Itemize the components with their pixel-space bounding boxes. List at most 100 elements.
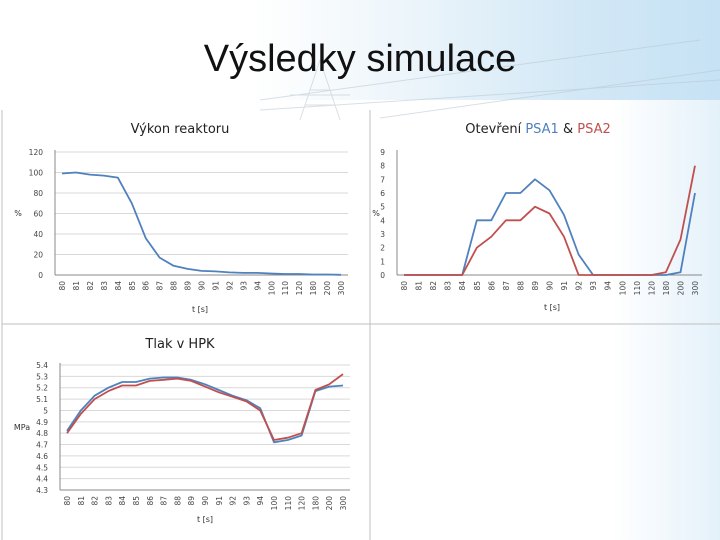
y-tick-label: 3 — [380, 230, 385, 239]
x-tick-label: 110 — [633, 281, 642, 296]
header-background — [0, 0, 720, 110]
x-tick-label: 81 — [72, 281, 81, 291]
series-line-psa1 — [404, 178, 696, 276]
x-tick-label: 80 — [58, 281, 67, 291]
x-tick-label: 92 — [225, 281, 234, 291]
x-axis-label: t [s] — [197, 515, 213, 524]
y-tick-label: 7 — [380, 175, 385, 184]
x-tick-label: 87 — [502, 281, 511, 291]
y-tick-label: 4.3 — [36, 486, 48, 495]
x-tick-label: 80 — [400, 281, 409, 291]
x-tick-label: 88 — [516, 281, 525, 291]
x-tick-label: 94 — [604, 281, 613, 291]
y-tick-label: 120 — [29, 148, 44, 157]
y-axis-label: % — [372, 209, 380, 218]
y-tick-label: 4.4 — [36, 475, 48, 484]
x-tick-label: 88 — [173, 496, 182, 506]
y-tick-label: 5 — [43, 406, 48, 415]
chart-tlak-v-hpk: Tlak v HPK 4.3 4.4 4.5 4.6 4.7 4.8 4.9 5 5.1 5.2 5.… — [14, 337, 350, 524]
x-tick-label: 84 — [118, 496, 127, 506]
y-tick-label: 0 — [38, 271, 43, 280]
x-tick-label: 88 — [170, 281, 179, 291]
x-tick-label: 91 — [560, 281, 569, 291]
y-tick-label: 5 — [380, 203, 385, 212]
x-tick-label: 100 — [267, 281, 276, 296]
y-tick-label: 4.8 — [36, 429, 48, 438]
x-tick-label: 94 — [256, 496, 265, 506]
y-tick-label: 4.7 — [36, 441, 48, 450]
x-tick-label: 83 — [100, 281, 109, 291]
power-tower-watermark — [259, 39, 720, 120]
y-tick-label: 5.4 — [36, 361, 48, 370]
x-tick-label: 300 — [339, 496, 348, 511]
y-axis-label: % — [14, 209, 22, 218]
x-tick-label: 93 — [242, 496, 251, 506]
x-tick-label: 300 — [337, 281, 346, 296]
x-tick-label: 80 — [63, 496, 72, 506]
y-tick-label: 80 — [33, 189, 43, 198]
x-tick-label: 92 — [575, 281, 584, 291]
x-tick-label: 82 — [429, 281, 438, 291]
x-tick-label: 120 — [295, 281, 304, 296]
x-tick-label: 90 — [198, 281, 207, 291]
series-line-0 — [61, 171, 342, 276]
x-tick-label: 200 — [676, 281, 685, 296]
series-line-1 — [66, 373, 344, 441]
chart-title-part: & — [559, 122, 577, 137]
x-tick-label: 89 — [184, 281, 193, 291]
x-tick-label: 100 — [618, 281, 627, 296]
x-tick-label: 89 — [531, 281, 540, 291]
chart-vykon-reaktoru: Výkon reaktoru 0 20 40 60 80 100 120 80 81 82 83 84 8… — [14, 122, 348, 314]
x-tick-label: 110 — [281, 281, 290, 296]
y-tick-label: 6 — [380, 189, 385, 198]
y-tick-label: 4.9 — [36, 418, 48, 427]
chart-title-part: PSA1 — [525, 122, 559, 137]
y-tick-label: 4.6 — [36, 452, 48, 461]
x-tick-label: 100 — [270, 496, 279, 511]
x-tick-label: 110 — [284, 496, 293, 511]
series-line-0 — [66, 376, 344, 444]
x-tick-label: 180 — [309, 281, 318, 296]
x-tick-label: 85 — [128, 281, 137, 291]
y-tick-label: 60 — [33, 210, 43, 219]
y-tick-label: 0 — [380, 271, 385, 280]
x-tick-label: 81 — [415, 281, 424, 291]
x-tick-label: 83 — [444, 281, 453, 291]
y-tick-label: 5.3 — [36, 372, 48, 381]
y-tick-label: 8 — [380, 162, 385, 171]
slide-title: Výsledky simulace — [203, 38, 517, 80]
y-tick-label: 4.5 — [36, 463, 48, 472]
x-tick-label: 86 — [146, 496, 155, 506]
x-tick-label: 180 — [662, 281, 671, 296]
y-tick-label: 20 — [33, 251, 43, 260]
chart-title-part: PSA2 — [577, 122, 611, 137]
x-tick-label: 91 — [211, 281, 220, 291]
x-tick-label: 82 — [91, 496, 100, 506]
x-tick-label: 300 — [691, 281, 700, 296]
x-tick-label: 84 — [458, 281, 467, 291]
y-tick-label: 4 — [380, 216, 385, 225]
chart-title: Tlak v HPK — [144, 337, 215, 352]
y-tick-label: 100 — [29, 169, 44, 178]
x-tick-label: 85 — [132, 496, 141, 506]
y-tick-label: 40 — [33, 230, 43, 239]
x-tick-label: 81 — [77, 496, 86, 506]
x-tick-label: 120 — [298, 496, 307, 511]
x-tick-label: 93 — [589, 281, 598, 291]
y-tick-label: 9 — [380, 148, 385, 157]
y-tick-label: 2 — [380, 244, 385, 253]
x-tick-label: 200 — [323, 281, 332, 296]
y-tick-label: 5.2 — [36, 384, 48, 393]
x-tick-label: 93 — [239, 281, 248, 291]
chart-title: Otevření PSA1 & PSA2 — [465, 122, 610, 137]
chart-title-part: Otevření — [465, 122, 525, 137]
x-tick-label: 82 — [86, 281, 95, 291]
x-tick-label: 89 — [187, 496, 196, 506]
y-tick-label: 5.1 — [36, 395, 48, 404]
x-tick-label: 86 — [487, 281, 496, 291]
x-tick-label: 84 — [114, 281, 123, 291]
x-tick-label: 92 — [229, 496, 238, 506]
x-axis-label: t [s] — [544, 303, 560, 312]
